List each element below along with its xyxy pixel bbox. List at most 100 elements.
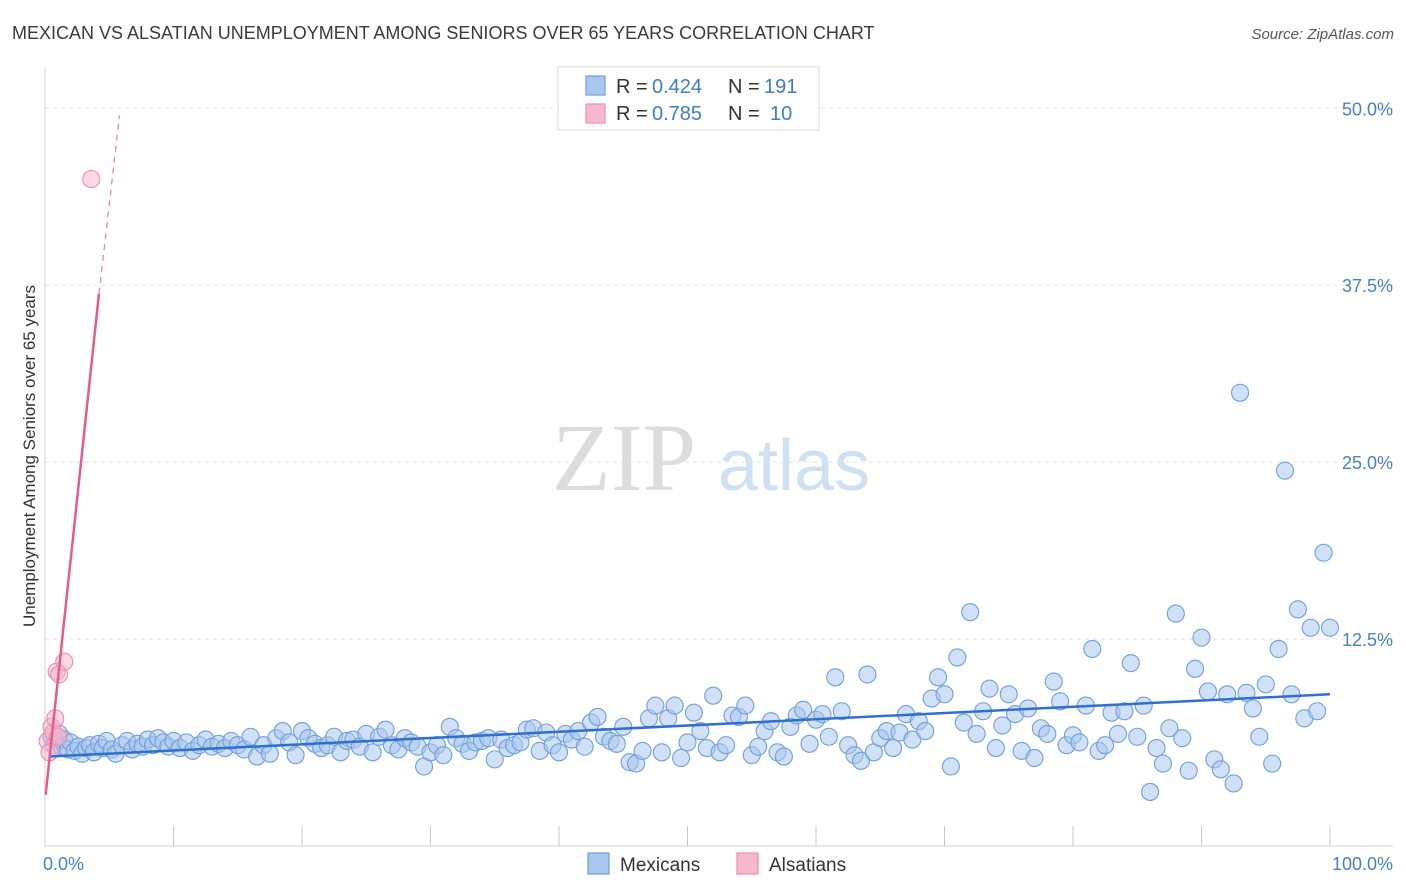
mexicans-point-188 — [1186, 659, 1205, 678]
mexicans-point-118 — [736, 696, 755, 715]
mexicans-point-183 — [1153, 754, 1172, 773]
legend-n-label-mexicans: N = — [728, 76, 760, 98]
mexicans-point-109 — [678, 733, 697, 752]
mexicans-point-136 — [851, 751, 871, 770]
mexicans-point-132 — [826, 668, 845, 687]
mexicans-point-153 — [961, 603, 980, 622]
mexicans-point-152 — [954, 713, 973, 732]
mexicans-point-108 — [672, 748, 691, 768]
mexicans-point-71 — [434, 746, 453, 765]
mexicans-point-170 — [1070, 733, 1089, 752]
mexicans-point-113 — [704, 686, 723, 705]
mexicans-point-198 — [1250, 727, 1269, 746]
mexicans-point-209 — [1320, 618, 1340, 637]
mexicans-point-194 — [1224, 774, 1243, 793]
mexicans-point-150 — [941, 757, 960, 776]
bottom-legend-swatch-alsatians — [736, 852, 759, 875]
mexicans-point-115 — [716, 736, 736, 755]
mexicans-point-148 — [929, 668, 948, 687]
mexicans-point-166 — [1044, 672, 1063, 691]
series-alsatians-points — [38, 170, 101, 762]
mexicans-point-104 — [646, 696, 665, 715]
mexicans-point-189 — [1192, 628, 1211, 647]
y-tick-labels: 12.5% 25.0% 37.5% 50.0% — [1342, 99, 1393, 650]
chart-source: Source: ZipAtlas.com — [1251, 26, 1394, 43]
legend-n-value-alsatians: 10 — [770, 103, 792, 125]
mexicans-point-204 — [1288, 600, 1307, 619]
x-tick-label-max: 100.0% — [1332, 854, 1393, 874]
bottom-legend-alsatians: Alsatians — [769, 855, 846, 876]
mexicans-point-167 — [1051, 692, 1070, 711]
mexicans-point-151 — [948, 648, 967, 667]
mexicans-point-93 — [575, 737, 594, 756]
mexicans-point-120 — [749, 737, 768, 756]
mexicans-point-184 — [1160, 719, 1179, 738]
legend: R = 0.424 N = 191 R = 0.785 N = 10 — [557, 66, 820, 131]
mexicans-point-199 — [1256, 675, 1275, 694]
y-axis-label: Unemployment Among Seniors over 65 years — [20, 285, 39, 627]
alsatians-point-9 — [82, 170, 101, 189]
mexicans-point-141 — [884, 739, 903, 758]
mexicans-point-208 — [1314, 543, 1333, 562]
mexicans-point-177 — [1115, 702, 1134, 721]
watermark: ZIP atlas — [552, 404, 870, 511]
mexicans-point-105 — [652, 743, 671, 762]
mexicans-trendline — [48, 693, 1331, 758]
bottom-legend: Mexicans Alsatians — [587, 852, 846, 876]
legend-r-value-mexicans: 0.424 — [652, 76, 702, 98]
trendlines — [44, 115, 1331, 795]
bottom-legend-mexicans: Mexicans — [620, 855, 700, 876]
mexicans-point-176 — [1108, 724, 1128, 743]
chart-title: MEXICAN VS ALSATIAN UNEMPLOYMENT AMONG S… — [12, 23, 875, 43]
mexicans-point-102 — [633, 741, 652, 760]
mexicans-point-178 — [1121, 654, 1140, 673]
mexicans-point-156 — [980, 679, 999, 698]
mexicans-point-185 — [1166, 604, 1185, 623]
mexicans-point-181 — [1141, 782, 1160, 801]
mexicans-point-172 — [1083, 639, 1102, 659]
mexicans-point-98 — [607, 734, 626, 753]
mexicans-point-44 — [260, 744, 279, 763]
mexicans-point-180 — [1134, 696, 1153, 715]
legend-swatch-alsatians — [585, 103, 606, 124]
mexicans-point-79 — [485, 750, 504, 769]
mexicans-point-89 — [549, 743, 569, 762]
mexicans-point-207 — [1308, 702, 1327, 721]
legend-r-label-alsatians: R = — [616, 103, 648, 125]
alsatians-point-6 — [48, 727, 67, 746]
watermark-zip: ZIP — [552, 404, 696, 511]
mexicans-point-41 — [241, 727, 260, 746]
mexicans-point-99 — [614, 717, 633, 736]
mexicans-point-60 — [363, 743, 382, 762]
mexicans-point-195 — [1231, 383, 1250, 402]
mexicans-point-137 — [858, 665, 877, 684]
mexicans-point-128 — [800, 734, 819, 753]
y-tick-label-3: 50.0% — [1342, 99, 1393, 119]
mexicans-point-186 — [1173, 729, 1192, 748]
mexicans-point-149 — [935, 685, 954, 704]
legend-r-value-alsatians: 0.785 — [652, 103, 702, 125]
mexicans-point-133 — [832, 702, 851, 721]
x-tick-label-min: 0.0% — [43, 854, 84, 874]
gridlines — [45, 107, 1393, 640]
mexicans-point-48 — [286, 746, 305, 765]
mexicans-point-159 — [999, 685, 1018, 704]
mexicans-point-157 — [986, 739, 1005, 758]
y-tick-label-2: 37.5% — [1342, 276, 1393, 296]
mexicans-point-206 — [1301, 618, 1320, 637]
mexicans-point-131 — [819, 727, 838, 746]
mexicans-point-124 — [774, 747, 793, 766]
mexicans-point-111 — [691, 722, 710, 741]
mexicans-point-200 — [1263, 754, 1282, 773]
mexicans-point-62 — [376, 720, 395, 739]
mexicans-point-154 — [967, 724, 986, 743]
mexicans-point-144 — [903, 730, 922, 749]
mexicans-point-203 — [1282, 685, 1301, 704]
mexicans-point-110 — [684, 703, 703, 722]
y-tick-label-1: 25.0% — [1342, 453, 1393, 473]
legend-n-label-alsatians: N = — [728, 103, 760, 125]
bottom-legend-swatch-mexicans — [587, 852, 610, 875]
mexicans-point-192 — [1211, 760, 1230, 779]
mexicans-point-163 — [1025, 748, 1044, 768]
